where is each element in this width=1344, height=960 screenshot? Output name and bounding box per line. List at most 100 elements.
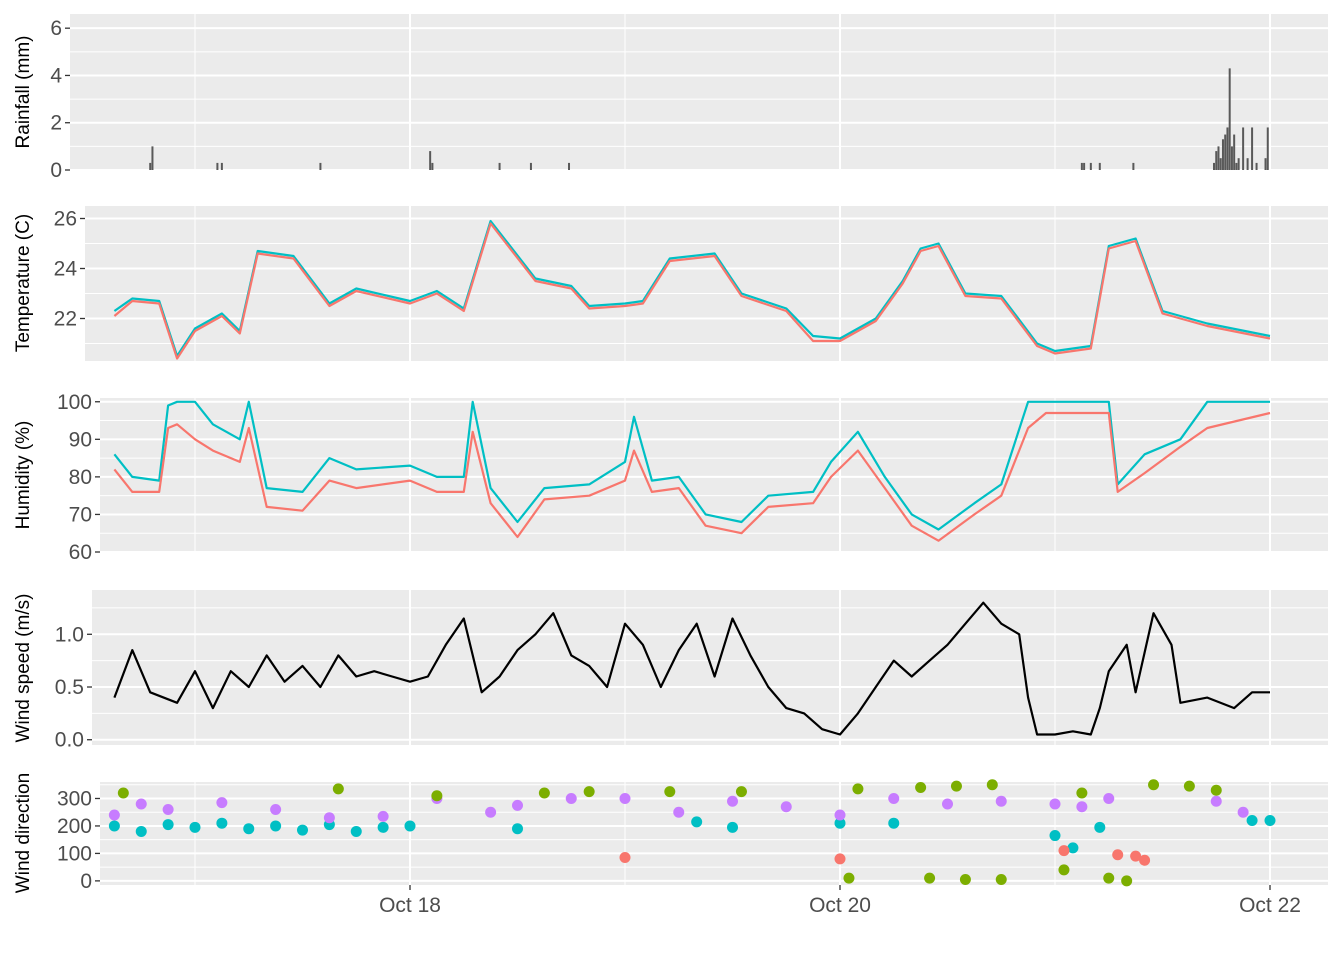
wind-direction-point xyxy=(735,786,747,798)
wind-direction-point xyxy=(404,820,416,832)
wind-direction-point xyxy=(1049,798,1061,810)
y-tick-label: 6 xyxy=(50,17,62,40)
wind-direction-point xyxy=(1076,787,1088,799)
wind-direction-point xyxy=(780,801,792,813)
wind-direction-point xyxy=(162,803,174,815)
rainfall-bar xyxy=(216,162,219,170)
y-tick-label: 90 xyxy=(69,428,92,451)
x-tick-label: Oct 20 xyxy=(809,894,871,917)
rainfall-bar xyxy=(1089,162,1092,170)
rainfall-bar xyxy=(1251,127,1254,170)
wind-direction-point xyxy=(691,816,703,828)
y-tick-label: 0 xyxy=(80,870,92,893)
panel-background xyxy=(85,206,1328,361)
wind-direction-point xyxy=(1067,842,1079,854)
rainfall-bar xyxy=(1264,158,1267,170)
wind-direction-point xyxy=(323,812,335,824)
rainfall-bar xyxy=(1237,158,1240,170)
wind-direction-point xyxy=(189,821,201,833)
rainfall-bar xyxy=(1230,146,1233,170)
y-tick-label: 4 xyxy=(50,64,62,87)
wind-direction-point xyxy=(1121,875,1133,887)
rainfall-bar xyxy=(431,162,434,170)
wind-direction-point xyxy=(1112,849,1124,861)
x-tick-label: Oct 22 xyxy=(1239,894,1301,917)
y-tick-label: 2 xyxy=(50,112,62,135)
wind-direction-point xyxy=(216,817,228,829)
wind-direction-axis-title: Wind direction xyxy=(13,773,34,893)
wind-direction-point xyxy=(727,795,738,807)
wind-direction-point xyxy=(619,792,631,804)
wind-direction-point xyxy=(243,823,255,835)
panel-rainfall: 0 2 4 6 Rainfall (mm) xyxy=(13,14,1328,182)
y-tick-label: 60 xyxy=(69,541,92,564)
wind-direction-point xyxy=(270,803,282,815)
rainfall-bar xyxy=(1266,127,1269,170)
rainfall-bar xyxy=(568,162,571,170)
wind-direction-point xyxy=(1103,792,1115,804)
rainfall-bar xyxy=(1083,162,1086,170)
wind-direction-point xyxy=(162,819,174,831)
y-tick-label: 24 xyxy=(54,258,78,281)
rainfall-bar xyxy=(1226,127,1229,170)
wind-direction-point xyxy=(852,783,864,795)
rainfall-bar xyxy=(1219,158,1222,170)
rainfall-bar xyxy=(1255,162,1258,170)
wind-direction-point xyxy=(834,853,846,865)
wind-direction-point xyxy=(1183,780,1195,792)
wind-direction-point xyxy=(538,787,550,799)
wind-direction-point xyxy=(216,797,228,809)
wind-direction-point xyxy=(485,806,497,818)
wind-direction-point xyxy=(1246,814,1258,826)
y-tick-label: 300 xyxy=(57,787,92,810)
wind-direction-point xyxy=(924,872,936,884)
wind-direction-point xyxy=(1210,784,1222,796)
y-tick-label: 100 xyxy=(57,391,92,414)
rainfall-bar xyxy=(1228,68,1231,170)
humidity-axis-title: Humidity (%) xyxy=(13,421,34,530)
wind-direction-point xyxy=(619,852,631,864)
y-tick-label: 70 xyxy=(69,503,92,526)
rainfall-bar xyxy=(1221,139,1224,170)
wind-direction-point xyxy=(950,780,962,792)
rainfall-axis-title: Rainfall (mm) xyxy=(13,36,34,149)
wind-direction-point xyxy=(995,874,1007,886)
rainfall-bar xyxy=(149,162,152,170)
wind-direction-point xyxy=(843,872,855,884)
wind-direction-point xyxy=(959,874,971,886)
rainfall-bar xyxy=(1215,151,1218,170)
y-tick-label: 26 xyxy=(54,208,77,231)
panel-humidity: 60 70 80 90 100 Humidity (%) xyxy=(13,391,1328,564)
wind-direction-point xyxy=(1130,850,1142,862)
wind-direction-point xyxy=(1264,814,1276,826)
wind-direction-point xyxy=(377,810,389,822)
wind-direction-point xyxy=(117,787,129,799)
series-line-1 xyxy=(113,222,1271,360)
wind-direction-point xyxy=(1148,779,1160,791)
wind-direction-point xyxy=(512,823,523,835)
y-tick-label: 0 xyxy=(50,159,62,182)
panel-wind-speed: 0.0 0.5 1.0 Wind speed (m/s) xyxy=(13,590,1328,752)
y-tick-label: 22 xyxy=(54,308,77,331)
rainfall-bar xyxy=(1246,158,1249,170)
y-tick-label: 0.5 xyxy=(55,676,84,699)
wind-direction-point xyxy=(565,792,577,804)
temperature-axis-title: Temperature (C) xyxy=(13,214,34,352)
wind-direction-point xyxy=(942,798,953,810)
rainfall-bar xyxy=(1132,162,1135,170)
panel-background xyxy=(70,14,1328,170)
rainfall-bar xyxy=(429,151,432,170)
rainfall-bar xyxy=(1242,127,1245,170)
panel-temperature: 22 24 26 Temperature (C) xyxy=(13,206,1328,361)
wind-direction-point xyxy=(888,817,900,829)
rainfall-bar xyxy=(1213,162,1216,170)
series-line-0 xyxy=(113,601,1270,736)
series-line-1 xyxy=(113,411,1271,542)
wind-direction-point xyxy=(1103,872,1115,884)
rainfall-bar xyxy=(1098,162,1101,170)
wind-direction-point xyxy=(664,786,676,798)
y-tick-label: 1.0 xyxy=(55,623,84,646)
wind-direction-point xyxy=(1058,845,1070,857)
wind-direction-point xyxy=(1076,801,1088,813)
wind-direction-point xyxy=(297,824,308,836)
